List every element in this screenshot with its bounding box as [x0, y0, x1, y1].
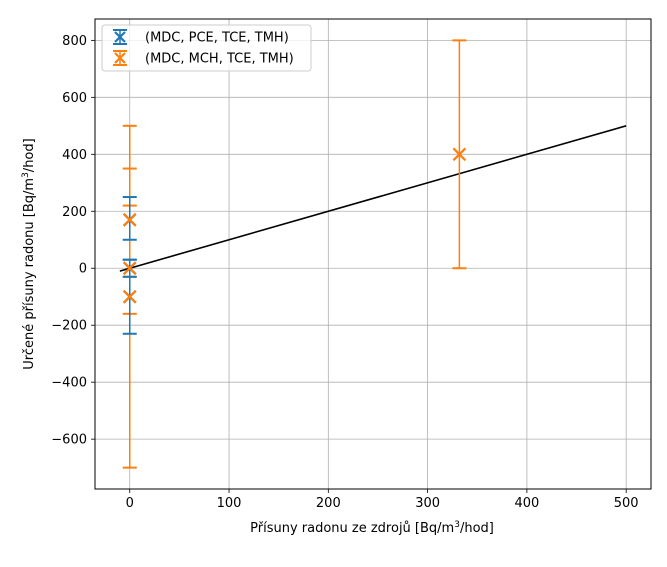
plot-frame [94, 18, 652, 490]
data-point [122, 289, 137, 304]
x-tick-label: 500 [614, 496, 639, 511]
legend-box [101, 24, 312, 72]
y-axis-label: Určené přísuny radonu [Bq/m3/hod] [21, 138, 37, 369]
data-point [452, 147, 467, 162]
y-tick-label: 0 [79, 262, 87, 277]
y-tick-label: −600 [51, 433, 87, 448]
y-tick-label: 800 [62, 34, 87, 49]
reference-line-layer [119, 125, 627, 272]
y-tick-label: −400 [51, 376, 87, 391]
y-tick-label: 200 [62, 205, 87, 220]
ticks: 0 100 200 300 400 500 −600 −400 −200 0 200 400 600 80… [51, 34, 638, 511]
y-tick-label: −200 [51, 319, 87, 334]
legend-label: (MDC, MCH, TCE, TMH) [145, 52, 294, 67]
legend-item: (MDC, PCE, TCE, TMH) [113, 29, 289, 46]
legend-label: (MDC, PCE, TCE, TMH) [145, 31, 289, 46]
x-tick-label: 400 [514, 496, 539, 511]
x-axis-label: Přísuny radonu ze zdrojů [Bq/m3/hod] [250, 520, 494, 536]
series-markers-1 [122, 147, 467, 304]
data-point [122, 261, 137, 276]
x-tick-label: 300 [415, 496, 440, 511]
x-tick-label: 200 [316, 496, 341, 511]
data-point [122, 213, 137, 227]
series-errorbars-1 [122, 39, 467, 469]
reference-line [119, 125, 627, 272]
series-layer [122, 39, 467, 469]
y-tick-label: 400 [62, 148, 87, 163]
y-tick-label: 600 [62, 91, 87, 106]
legend: (MDC, PCE, TCE, TMH) (MDC, MCH, TCE, TMH) [101, 24, 312, 72]
grid [95, 19, 651, 489]
legend-item: (MDC, MCH, TCE, TMH) [113, 50, 294, 67]
x-tick-label: 100 [217, 496, 242, 511]
x-tick-label: 0 [126, 496, 134, 511]
